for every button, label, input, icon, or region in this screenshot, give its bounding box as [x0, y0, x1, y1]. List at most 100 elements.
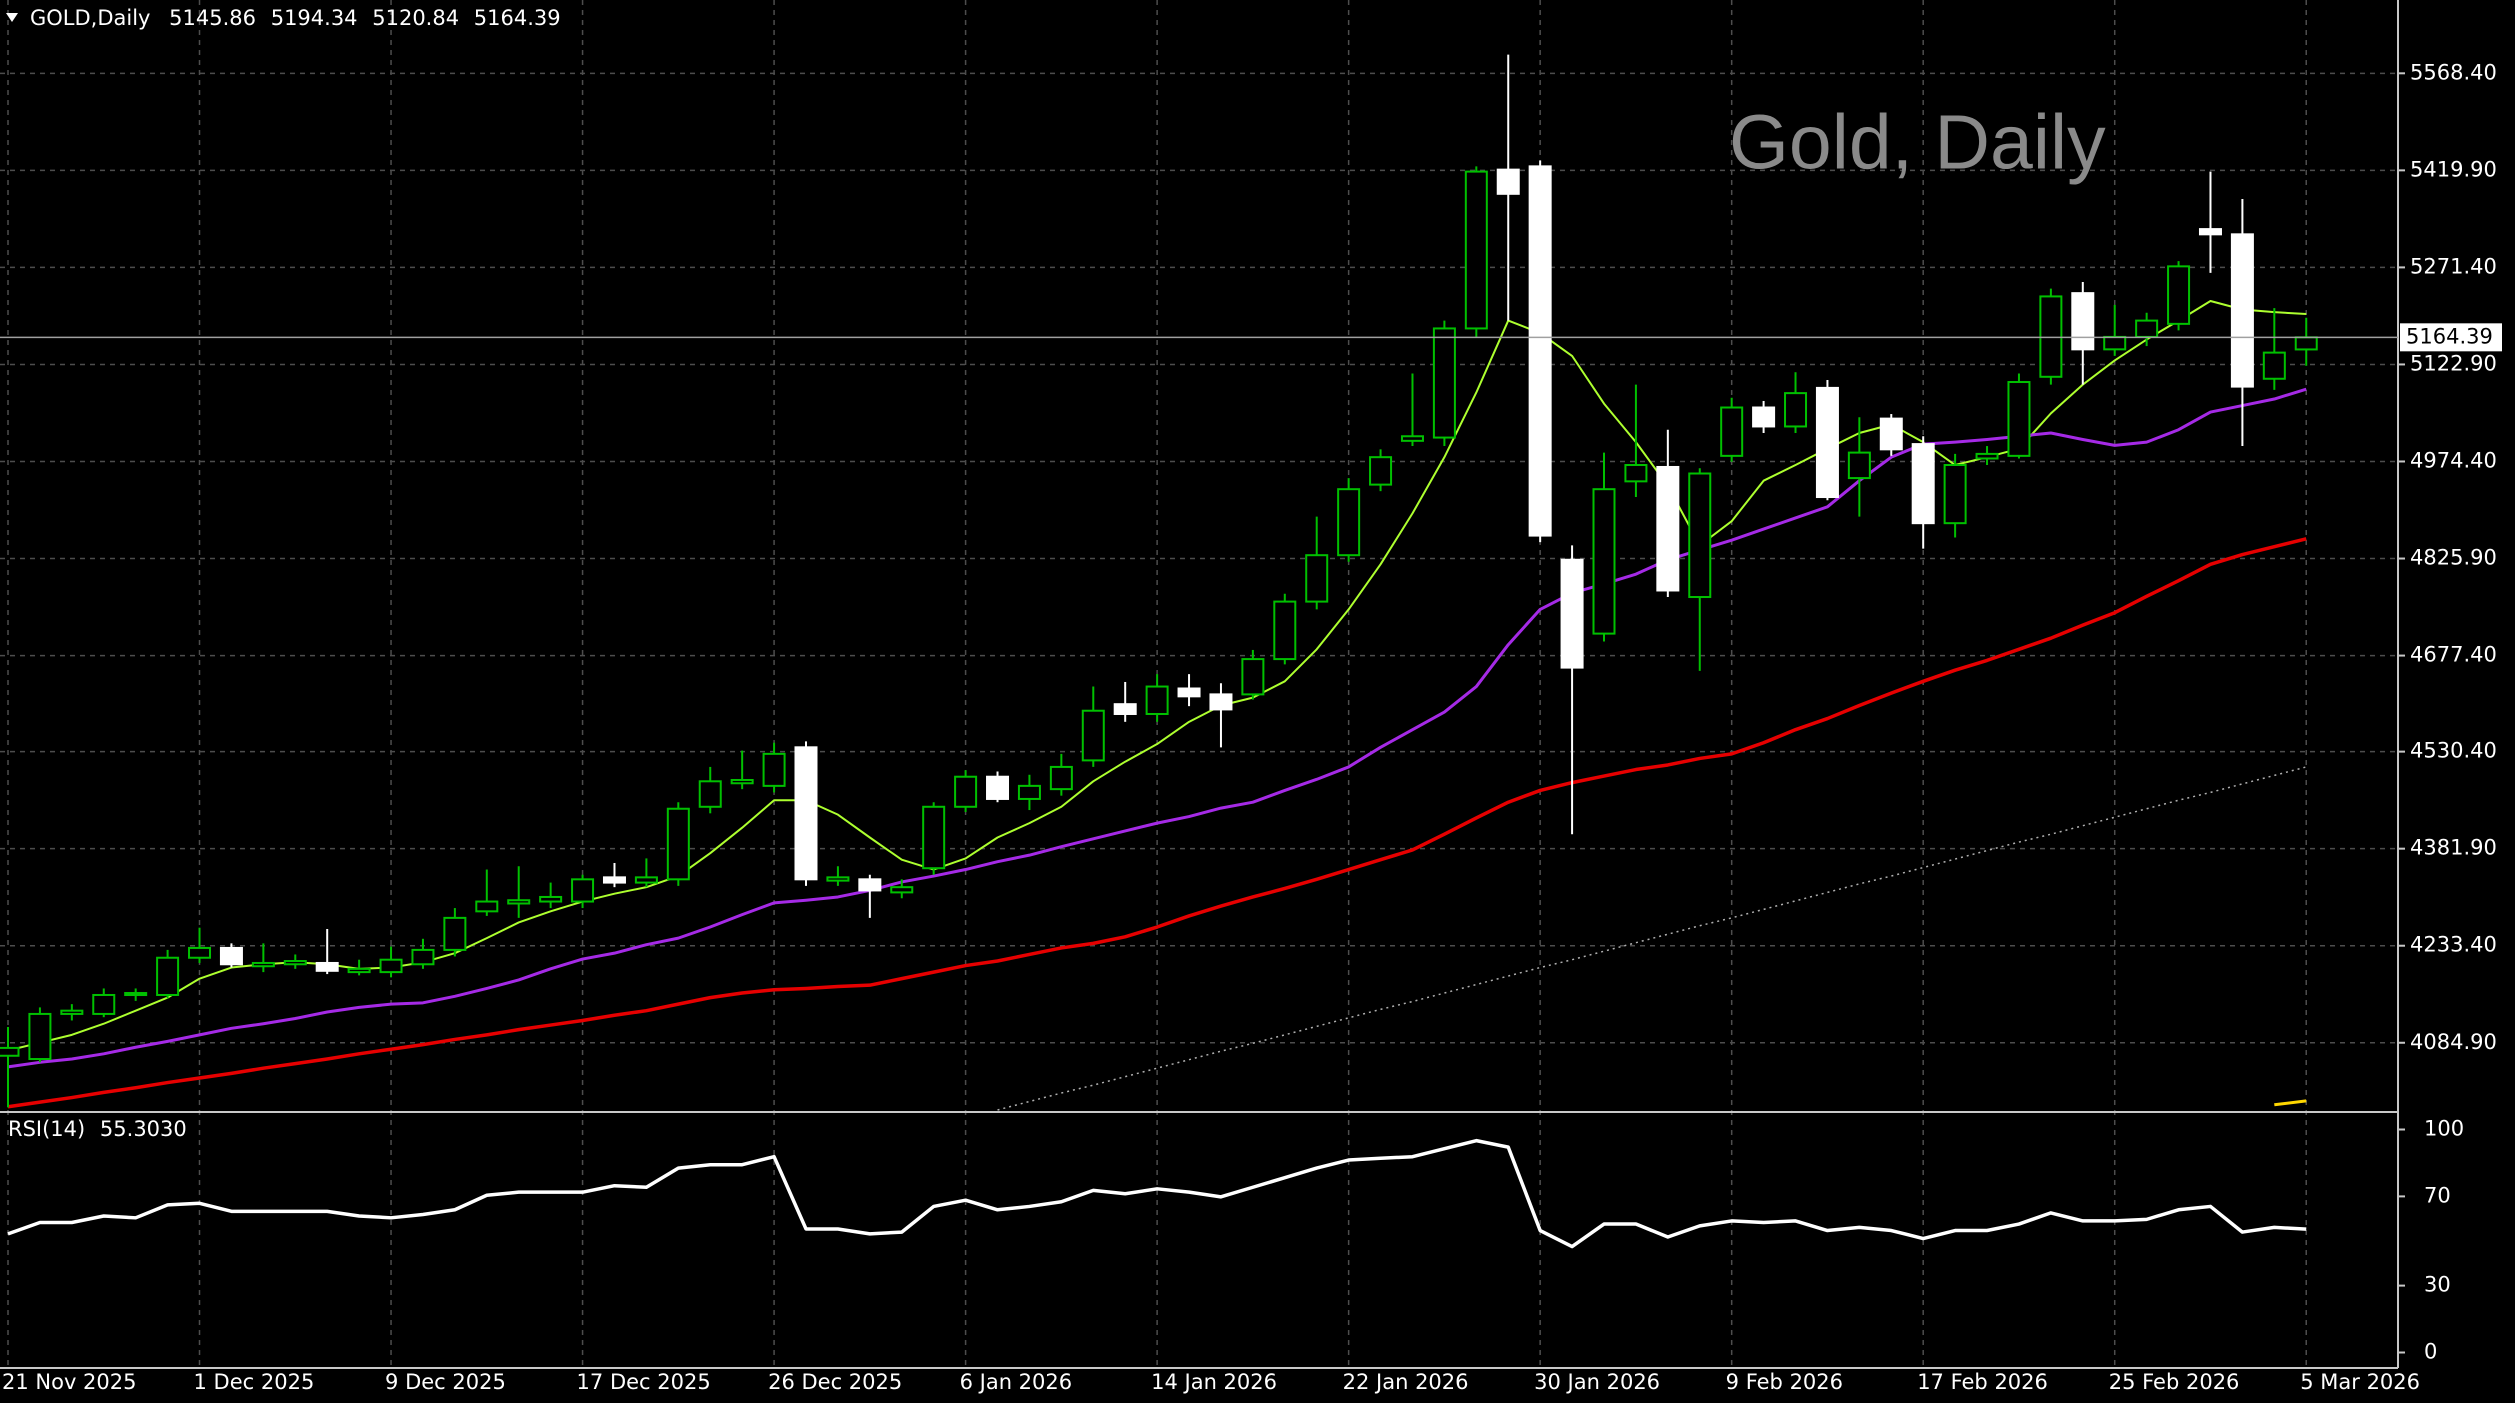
candle-body-up: [443, 916, 467, 951]
candle-body-up: [762, 752, 786, 787]
x-tick-label: 5 Mar 2026: [2300, 1370, 2420, 1394]
candle-body-up: [2294, 336, 2318, 351]
candle-body-down: [315, 961, 339, 972]
header-close: 5164.39: [474, 6, 561, 30]
rsi-tick-label: 70: [2424, 1183, 2451, 1207]
candle-body-down: [219, 946, 243, 966]
candle-body-down: [986, 775, 1010, 800]
candle-body-up: [283, 960, 307, 966]
candle-body-up: [507, 899, 531, 905]
x-tick-label: 25 Feb 2026: [2109, 1370, 2240, 1394]
candle-body-up: [1081, 709, 1105, 762]
candle-body-up: [124, 992, 148, 997]
x-tick-label: 14 Jan 2026: [1151, 1370, 1277, 1394]
candle-body-up: [1720, 406, 1744, 457]
candle-body-up: [2167, 265, 2191, 325]
rsi-current: 55.3030: [100, 1117, 187, 1141]
candle-body-up: [2135, 319, 2159, 338]
candle-body-up: [1241, 658, 1265, 696]
rsi-tick-label: 100: [2424, 1116, 2464, 1140]
x-tick-label: 26 Dec 2025: [768, 1370, 902, 1394]
x-tick-label: 9 Feb 2026: [1726, 1370, 1843, 1394]
candle-body-up: [347, 967, 371, 974]
candle-body-up: [2262, 351, 2286, 380]
candle-body-up: [698, 780, 722, 808]
candle-body-up: [2103, 335, 2127, 351]
candle-body-down: [1528, 165, 1552, 537]
y-tick-label: 4974.40: [2410, 448, 2497, 472]
line-series: [7, 537, 2307, 1109]
header-low: 5120.84: [372, 6, 459, 30]
candle-body-up: [1688, 472, 1712, 599]
x-tick-label: 9 Dec 2025: [385, 1370, 506, 1394]
candle-body-up: [890, 886, 914, 894]
candle-body-up: [1592, 488, 1616, 635]
y-tick-label: 4530.40: [2410, 739, 2497, 763]
y-tick-label: 5122.90: [2410, 351, 2497, 375]
candle-body-down: [2230, 233, 2254, 388]
rsi-title: RSI(14): [8, 1117, 85, 1141]
candle-body-up: [1943, 464, 1967, 525]
current-price-box: [2400, 323, 2502, 352]
candle-body-up: [1369, 456, 1393, 486]
candle-body-down: [1911, 443, 1935, 525]
candle-body-up: [954, 775, 978, 808]
y-tick-label: 5419.90: [2410, 157, 2497, 181]
line-series: [2274, 1099, 2307, 1107]
candle-body-down: [1879, 417, 1903, 451]
candle-body-up: [1017, 784, 1041, 800]
chart-header: GOLD,Daily 5145.86 5194.34 5120.84 5164.…: [30, 6, 561, 30]
rsi-tick-label: 30: [2424, 1273, 2451, 1297]
candle-body-down: [1177, 687, 1201, 698]
candle-body-up: [60, 1009, 84, 1015]
candle-body-up: [922, 805, 946, 870]
candle-body-up: [0, 1046, 20, 1057]
candle-body-down: [1496, 168, 1520, 195]
x-tick-label: 22 Jan 2026: [1343, 1370, 1469, 1394]
candle-body-up: [475, 900, 499, 913]
y-tick-label: 4825.90: [2410, 546, 2497, 570]
menu-triangle[interactable]: [6, 13, 18, 22]
candle-body-down: [858, 878, 882, 892]
candle-body-up: [1400, 435, 1424, 442]
candle-body-down: [1560, 558, 1584, 669]
candle-body-up: [251, 961, 275, 968]
y-tick-label: 4381.90: [2410, 836, 2497, 860]
candle-body-down: [794, 746, 818, 881]
x-tick-label: 21 Nov 2025: [2, 1370, 137, 1394]
y-tick-label: 5271.40: [2410, 254, 2497, 278]
header-open: 5145.86: [169, 6, 256, 30]
candle-body-up: [634, 876, 658, 884]
x-tick-label: 6 Jan 2026: [960, 1370, 1073, 1394]
x-tick-label: 17 Feb 2026: [1917, 1370, 2048, 1394]
rsi-tick-label: 0: [2424, 1340, 2437, 1364]
candle-body-up: [2007, 381, 2031, 457]
candle-body-up: [1049, 765, 1073, 791]
candle-body-up: [571, 878, 595, 903]
candle-body-up: [379, 958, 403, 974]
candle-body-up: [826, 876, 850, 882]
x-tick-label: 1 Dec 2025: [194, 1370, 315, 1394]
candle-body-up: [188, 946, 212, 959]
x-tick-label: 30 Jan 2026: [1534, 1370, 1660, 1394]
candle-body-down: [1815, 386, 1839, 499]
y-tick-label: 4233.40: [2410, 933, 2497, 957]
candle-body-up: [666, 807, 690, 881]
candle-body-down: [1752, 406, 1776, 428]
candle-body-up: [1273, 600, 1297, 661]
y-tick-label: 5568.40: [2410, 60, 2497, 84]
candle-body-up: [1847, 451, 1871, 480]
symbol: GOLD,Daily: [30, 6, 150, 30]
candle-body-down: [2071, 292, 2095, 351]
y-tick-label: 4677.40: [2410, 643, 2497, 667]
watermark: Gold, Daily: [1729, 99, 2106, 185]
header-high: 5194.34: [271, 6, 358, 30]
candle-body-up: [156, 956, 180, 996]
candle-body-up: [92, 993, 116, 1015]
candle-body-up: [411, 948, 435, 966]
y-tick-label: 4084.90: [2410, 1030, 2497, 1054]
x-tick-label: 17 Dec 2025: [577, 1370, 711, 1394]
candle-body-down: [1113, 703, 1137, 715]
